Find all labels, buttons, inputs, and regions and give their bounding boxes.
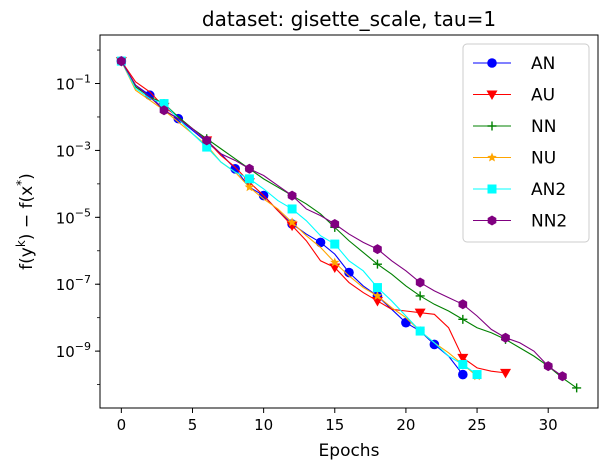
legend-marker-au: [486, 90, 498, 100]
plot-frame: [99, 34, 599, 409]
x-tick-label: 25: [468, 416, 487, 434]
data-point-nn: [572, 383, 582, 393]
data-point-an: [230, 164, 240, 174]
data-point-an2: [472, 370, 482, 380]
data-point-nn2: [543, 361, 553, 372]
data-point-an: [344, 267, 354, 278]
data-point-nn: [415, 291, 425, 301]
data-point-an: [315, 237, 326, 248]
data-point-nu: [330, 257, 340, 267]
legend-label-nn2: NN2: [531, 212, 567, 232]
data-point-nu: [244, 182, 255, 192]
x-tick-label: 0: [117, 416, 127, 434]
data-point-nu: [372, 290, 383, 300]
x-tick-label: 5: [188, 416, 198, 434]
data-point-nn2: [501, 332, 510, 343]
x-tick-label: 15: [325, 416, 344, 434]
data-point-an2: [244, 174, 254, 184]
legend-label-nn: NN: [531, 117, 556, 137]
data-point-nn: [372, 259, 382, 269]
data-point-an: [458, 369, 468, 380]
data-point-nu: [287, 217, 297, 227]
data-point-au: [500, 368, 512, 379]
data-point-nn2: [202, 135, 212, 146]
data-point-nn2: [373, 244, 382, 255]
data-point-an2: [415, 326, 425, 336]
data-point-an2: [202, 142, 212, 152]
legend-marker-an2: [487, 184, 497, 194]
data-point-nn: [458, 314, 468, 324]
data-point-nn2: [415, 277, 425, 288]
data-point-au: [457, 353, 469, 364]
y-tick-label: 10−7: [56, 273, 91, 294]
legend-marker-nu: [487, 152, 497, 162]
data-point-nn2: [117, 56, 126, 67]
data-point-an: [429, 339, 440, 350]
y-tick-label: 10−1: [56, 73, 91, 94]
y-axis-label: f(yk) − f(x*): [14, 173, 37, 270]
data-point-nn2: [458, 299, 468, 310]
legend-label-an: AN: [531, 54, 555, 74]
data-point-au: [414, 308, 426, 319]
series-nn2: [117, 56, 567, 382]
x-tick-label: 10: [254, 416, 273, 434]
legend-marker-nn2: [487, 215, 497, 226]
data-point-nn2: [287, 190, 297, 201]
data-point-au: [286, 221, 298, 232]
y-tick-label: 10−5: [56, 206, 91, 227]
data-point-nn2: [245, 163, 254, 174]
data-point-an2: [330, 239, 340, 249]
data-point-an2: [458, 360, 468, 370]
legend-label-nu: NU: [531, 149, 556, 169]
data-point-nn2: [558, 371, 567, 382]
data-point-nn2: [330, 219, 340, 230]
chart-title: dataset: gisette_scale, tau=1: [202, 7, 496, 31]
data-point-an2: [372, 283, 382, 293]
y-tick-label: 10−3: [56, 139, 91, 160]
data-point-an2: [287, 204, 297, 214]
legend-marker-an: [487, 58, 497, 68]
legend: AN AU NN NU AN2 NN2: [462, 43, 590, 243]
series-line-nn2: [120, 60, 563, 377]
x-axis-label: Epochs: [319, 441, 380, 461]
data-point-an2: [159, 99, 169, 109]
legend-marker-nn: [487, 121, 497, 131]
x-tick-label: 20: [396, 416, 415, 434]
data-point-nn2: [159, 105, 169, 116]
legend-box: [462, 43, 590, 243]
legend-label-an2: AN2: [531, 180, 566, 200]
y-tick-label: 10−9: [56, 340, 91, 361]
series-an2: [116, 56, 482, 380]
x-tick-label: 30: [539, 416, 558, 434]
legend-label-au: AU: [531, 86, 555, 106]
